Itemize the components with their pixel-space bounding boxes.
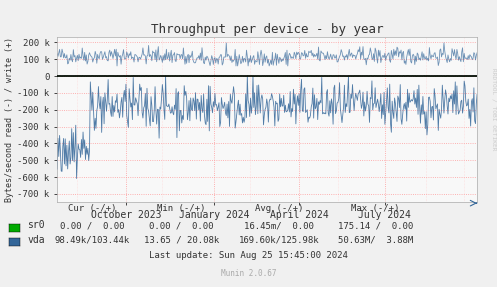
Text: Last update: Sun Aug 25 15:45:00 2024: Last update: Sun Aug 25 15:45:00 2024 [149,251,348,260]
Text: RRDTOOL / TOBI OETIKER: RRDTOOL / TOBI OETIKER [491,68,496,150]
Title: Throughput per device - by year: Throughput per device - by year [151,23,383,36]
Text: 0.00 /  0.00: 0.00 / 0.00 [149,221,214,230]
Y-axis label: Bytes/second read (-) / write (+): Bytes/second read (-) / write (+) [5,37,14,202]
Text: 50.63M/  3.88M: 50.63M/ 3.88M [337,236,413,245]
Text: 13.65 / 20.08k: 13.65 / 20.08k [144,236,219,245]
Text: 98.49k/103.44k: 98.49k/103.44k [54,236,130,245]
Text: Munin 2.0.67: Munin 2.0.67 [221,269,276,278]
Text: Min (-/+): Min (-/+) [157,204,206,213]
Text: Avg (-/+): Avg (-/+) [255,204,304,213]
Text: 169.60k/125.98k: 169.60k/125.98k [239,236,320,245]
Text: sr0: sr0 [27,220,45,230]
Text: Max (-/+): Max (-/+) [351,204,400,213]
Text: 0.00 /  0.00: 0.00 / 0.00 [60,221,124,230]
Text: Cur (-/+): Cur (-/+) [68,204,116,213]
Text: 175.14 /  0.00: 175.14 / 0.00 [337,221,413,230]
Text: vda: vda [27,234,45,245]
Text: 16.45m/  0.00: 16.45m/ 0.00 [245,221,314,230]
